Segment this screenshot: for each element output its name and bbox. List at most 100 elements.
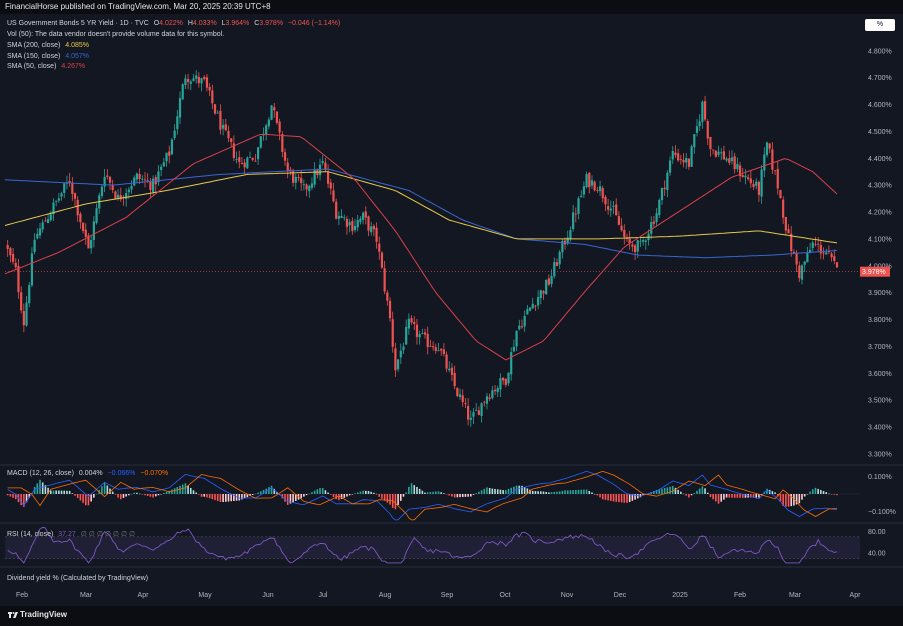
macd-bar: [521, 485, 523, 494]
macd-bar: [682, 493, 685, 495]
macd-bar: [475, 493, 477, 494]
macd-bar: [359, 491, 362, 494]
rsi-band: [5, 536, 860, 559]
candle-body: [520, 326, 524, 328]
candle-body: [372, 225, 375, 230]
candle-body: [116, 194, 120, 198]
symbol-title: US Government Bonds 5 YR Yield · 1D · TV…: [7, 20, 149, 27]
candle-body: [238, 157, 241, 162]
macd-bar: [607, 494, 609, 501]
candle-body: [528, 307, 532, 311]
macd-bar: [715, 494, 717, 502]
macd-bar: [548, 492, 550, 494]
macd-bar: [41, 482, 44, 494]
price-tick-label: 4.800%: [868, 48, 892, 55]
macd-bar: [160, 494, 162, 495]
unit-toggle-button[interactable]: %: [865, 19, 895, 31]
candle-body: [561, 240, 564, 253]
macd-bar: [515, 485, 518, 494]
candle-body: [176, 116, 179, 130]
candle-body: [149, 181, 152, 190]
macd-bar: [79, 494, 82, 501]
candle-body: [119, 195, 122, 200]
macd-bar: [55, 490, 57, 494]
macd-bar: [698, 488, 701, 494]
macd-bar: [688, 494, 690, 498]
macd-bar: [152, 494, 154, 498]
macd-bar: [400, 494, 402, 501]
macd-bar: [163, 493, 165, 494]
candle-body: [674, 152, 677, 156]
macd-bar: [666, 487, 669, 494]
macd-tick-label: 0.100%: [868, 474, 892, 481]
macd-bar: [486, 487, 488, 494]
macd-bar: [701, 486, 704, 494]
macd-bar: [456, 494, 459, 498]
macd-bar: [793, 494, 795, 506]
candle-body: [650, 222, 653, 234]
macd-bar: [332, 494, 335, 497]
candle-body: [313, 169, 316, 185]
candle-body: [698, 121, 701, 127]
macd-bar: [580, 489, 583, 494]
candle-body: [537, 297, 540, 306]
candle-body: [768, 143, 771, 149]
candle-body: [76, 199, 79, 216]
macd-bar: [494, 488, 496, 494]
candle-body: [251, 158, 254, 160]
candle-body: [512, 346, 515, 352]
candle-body: [690, 146, 693, 167]
macd-bar: [338, 494, 340, 501]
candle-body: [582, 186, 585, 195]
candle-body: [803, 261, 806, 265]
candle-body: [211, 90, 214, 104]
macd-bar: [262, 490, 265, 494]
candle-body: [426, 333, 429, 348]
published-text: FinancialHorse published on TradingView.…: [5, 2, 271, 11]
price-chart[interactable]: 4.800% 4.700% 4.600% 4.500% 4.400% 4.300% 4.20…: [0, 14, 903, 606]
candle-body: [709, 136, 712, 150]
macd-bar: [550, 492, 553, 494]
macd-bar: [537, 491, 539, 494]
macd-bar: [542, 491, 545, 494]
candle-body: [658, 199, 661, 216]
macd-tick-label: −0.100%: [868, 509, 896, 516]
candle-body: [615, 204, 618, 216]
price-tick-label: 4.500%: [868, 129, 892, 136]
macd-bar: [316, 489, 319, 494]
macd-bar: [618, 494, 620, 503]
macd-bar: [144, 494, 146, 496]
price-tick-label: 4.300%: [868, 183, 892, 190]
macd-bar: [583, 489, 585, 494]
candle-body: [95, 208, 98, 223]
macd-bar: [381, 494, 383, 499]
candle-body: [526, 309, 529, 315]
candle-body: [146, 180, 149, 182]
candle-body: [825, 252, 828, 255]
candle-body: [380, 252, 384, 268]
candle-body: [397, 359, 400, 370]
macd-bar: [319, 488, 321, 494]
macd-bar: [725, 494, 728, 498]
candle-body: [278, 121, 281, 133]
price-tick-label: 3.300%: [868, 451, 892, 458]
macd-bar: [437, 491, 440, 494]
candle-body: [213, 104, 217, 114]
candle-body: [106, 175, 109, 177]
candle-body: [728, 158, 731, 163]
macd-bar: [128, 494, 130, 496]
candle-body: [36, 233, 39, 239]
candle-body: [197, 76, 200, 84]
macd-histogram: [6, 479, 838, 510]
macd-bar: [470, 494, 472, 497]
candle-body: [273, 107, 276, 111]
macd-bar: [626, 494, 628, 503]
dividend-label: Dividend yield % (Calculated by TradingV…: [7, 575, 149, 582]
macd-bar: [623, 494, 626, 503]
macd-bar: [801, 494, 803, 500]
candle-body: [343, 217, 346, 219]
macd-bar: [33, 486, 36, 494]
candle-body: [682, 159, 685, 163]
candle-body: [806, 252, 809, 263]
macd-bar: [76, 494, 79, 499]
